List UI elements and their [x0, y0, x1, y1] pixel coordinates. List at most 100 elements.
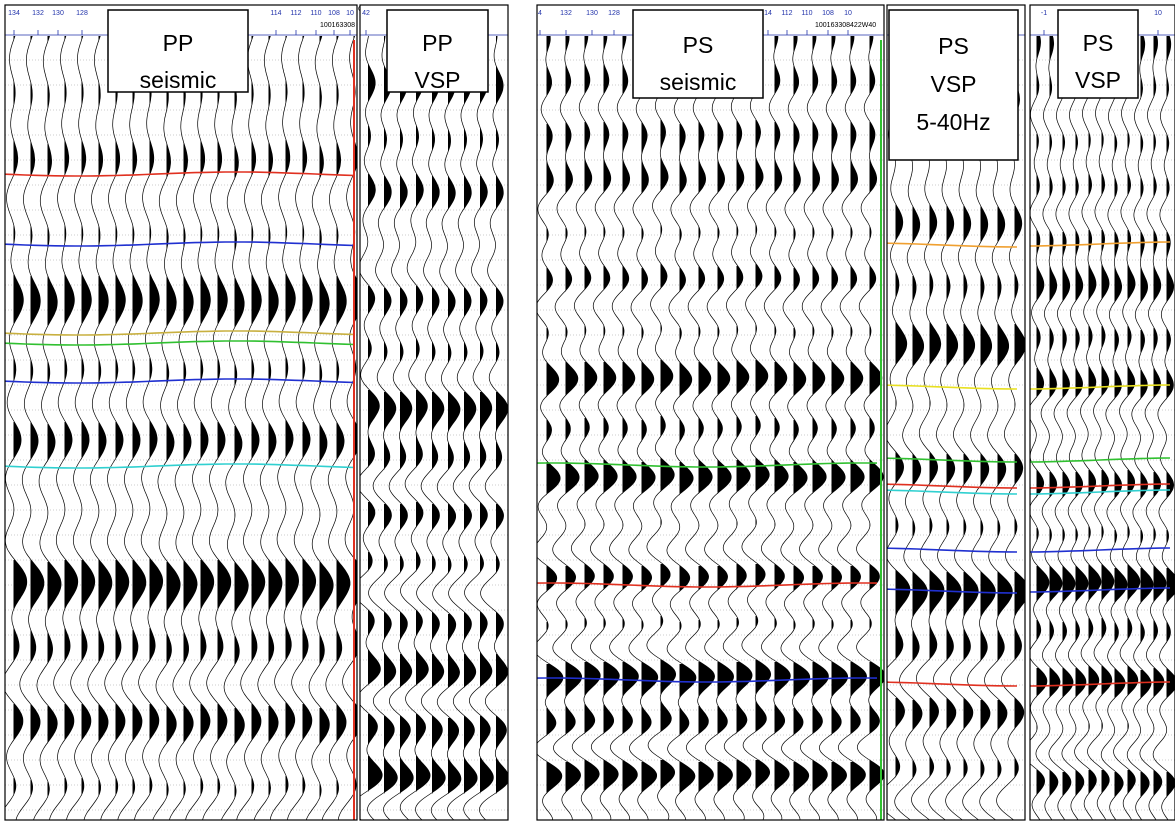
trace-number: 14 [764, 10, 772, 17]
trace-fill [718, 36, 734, 794]
trace-number: 110 [310, 10, 321, 17]
traces [352, 36, 509, 820]
trace-number: 10 [346, 10, 354, 17]
horizon [5, 341, 355, 345]
panel: -110Washed Curve DataPSVSP [1023, 5, 1175, 820]
trace-number: 128 [608, 10, 620, 17]
horizon [1030, 548, 1170, 552]
trace [1062, 36, 1088, 820]
trace [0, 36, 27, 820]
trace-fill [775, 36, 791, 792]
traces [0, 36, 367, 820]
trace-fill [699, 36, 715, 792]
panel-label: VSP [1075, 67, 1121, 93]
trace-fill [400, 36, 413, 794]
trace [384, 36, 414, 820]
trace-fill [547, 36, 564, 794]
trace-number: -1 [1041, 10, 1047, 17]
trace [237, 36, 265, 820]
panel: 13413213012811411211010810100163308CurvP… [0, 5, 373, 820]
trace-fill [201, 36, 214, 796]
trace [34, 36, 62, 820]
trace-fill [116, 36, 129, 796]
trace [254, 36, 282, 820]
panel-label: PS [1083, 30, 1114, 56]
trace-number: 4 [538, 10, 542, 17]
traces [534, 36, 886, 820]
trace-fill [737, 36, 753, 792]
trace [169, 36, 197, 820]
trace [416, 36, 446, 820]
trace-fill [184, 36, 198, 798]
trace [368, 36, 398, 820]
trace [84, 36, 112, 820]
trace-fill [432, 36, 445, 794]
trace-number: 110 [801, 10, 812, 17]
trace-fill [269, 36, 283, 798]
horizon [887, 548, 1017, 552]
horizon [887, 385, 1017, 389]
trace-fill [496, 36, 509, 794]
trace-number: 112 [781, 10, 792, 17]
trace-number: 112 [290, 10, 301, 17]
header-note: 100163308 [320, 22, 355, 29]
panel-label: PP [163, 30, 194, 56]
panel: PS VSP 5-40Hz [878, 5, 1030, 820]
trace-number: 130 [586, 10, 598, 17]
trace-fill [623, 36, 639, 792]
trace [16, 36, 44, 820]
trace [270, 36, 298, 820]
trace-number: 132 [32, 10, 44, 17]
trace-fill [48, 36, 62, 798]
trace-number: 108 [328, 10, 340, 17]
trace [1153, 36, 1175, 820]
panel-label: PS [938, 33, 969, 59]
trace-fill [133, 36, 146, 796]
trace [479, 36, 509, 820]
trace [1114, 36, 1141, 820]
trace [1140, 36, 1166, 820]
trace [447, 36, 477, 820]
header-note: 100163308422W40 [815, 22, 876, 29]
trace-fill [832, 36, 848, 794]
trace [67, 36, 95, 820]
trace [186, 36, 214, 820]
trace-fill [99, 36, 112, 798]
trace-number: 130 [52, 10, 64, 17]
trace-number: 134 [8, 10, 20, 17]
trace-fill [303, 36, 316, 796]
trace-fill [661, 36, 676, 790]
trace-fill [384, 36, 397, 794]
trace [50, 36, 78, 820]
trace [118, 36, 146, 820]
trace [134, 36, 162, 820]
trace [338, 36, 366, 820]
panel-label: seismic [140, 67, 217, 93]
panel-label: VSP [930, 71, 976, 97]
trace-fill [756, 36, 771, 790]
trace [203, 36, 231, 820]
horizon [887, 490, 1017, 494]
panel-label: PS [683, 32, 714, 58]
trace-number: 10 [844, 10, 852, 17]
trace [322, 36, 350, 820]
trace [431, 36, 461, 820]
trace-fill [680, 36, 697, 794]
trace-fill [218, 36, 231, 796]
trace-number: 10 [1154, 10, 1162, 17]
panel-label: PP [422, 30, 453, 56]
trace [288, 36, 316, 820]
trace-fill [65, 36, 78, 796]
trace-fill [337, 36, 351, 798]
traces [1023, 36, 1175, 820]
trace [400, 36, 430, 820]
panel-label: 5-40Hz [916, 109, 990, 135]
trace [464, 36, 494, 820]
trace [1088, 36, 1114, 820]
trace-number: 42 [362, 10, 370, 17]
trace-number: 128 [76, 10, 88, 17]
trace-fill [566, 36, 582, 794]
